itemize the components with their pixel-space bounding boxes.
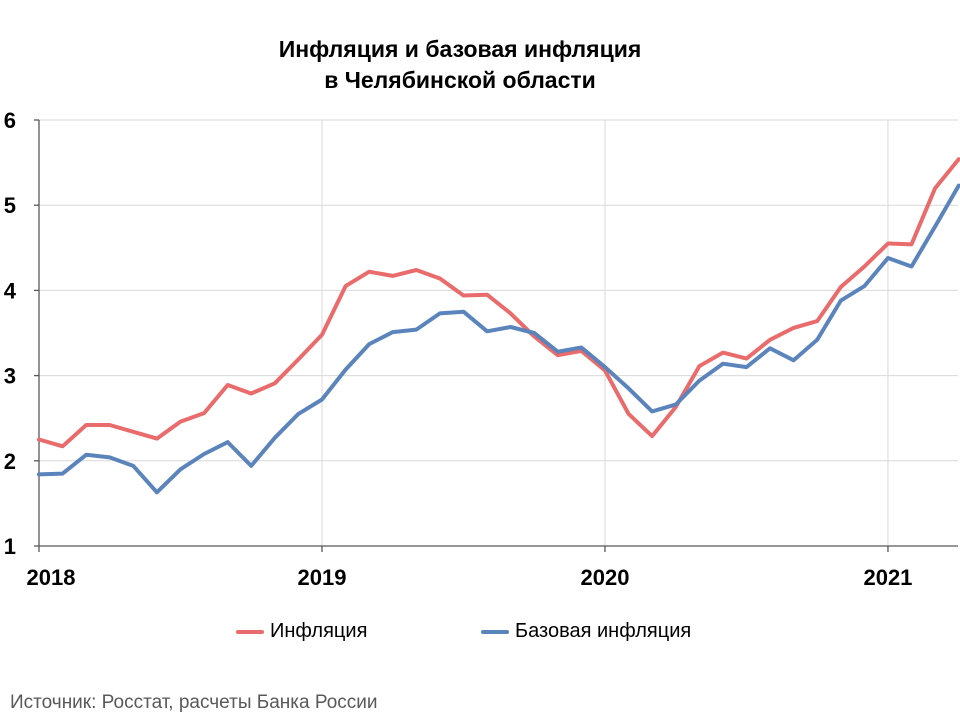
y-tick-label: 5: [4, 193, 16, 218]
y-tick-label: 6: [4, 108, 16, 133]
y-tick-label: 1: [4, 534, 16, 559]
series-line-core-inflation: [37, 183, 960, 495]
legend-item-inflation: Инфляция: [236, 620, 367, 643]
series-lines: [37, 157, 960, 495]
chart-title: Инфляция и базовая инфляция в Челябинско…: [0, 34, 920, 96]
y-tick-label: 3: [4, 364, 16, 389]
legend-swatch-core-inflation: [481, 629, 509, 634]
legend-swatch-inflation: [236, 629, 264, 634]
x-tick-label: 2018: [27, 565, 76, 590]
chart-title-line-1: Инфляция и базовая инфляция: [278, 36, 642, 62]
line-chart: 1 2 3 4 5 6 2018 2019 2020 2021: [4, 108, 960, 590]
series-line-inflation: [37, 157, 960, 449]
y-tick-label: 4: [4, 278, 17, 303]
y-tick-label: 2: [4, 449, 16, 474]
x-tick-label: 2021: [863, 565, 912, 590]
legend-label-inflation: Инфляция: [270, 620, 368, 642]
source-note: Источник: Росстат, расчеты Банка России: [10, 692, 378, 713]
legend-item-core-inflation: Базовая инфляция: [481, 620, 691, 643]
chart-title-line-2: в Челябинской области: [324, 67, 596, 93]
x-tick-label: 2019: [298, 565, 347, 590]
tick-labels: 1 2 3 4 5 6 2018 2019 2020 2021: [4, 108, 913, 590]
legend-label-core-inflation: Базовая инфляция: [515, 620, 692, 642]
x-tick-label: 2020: [580, 565, 629, 590]
